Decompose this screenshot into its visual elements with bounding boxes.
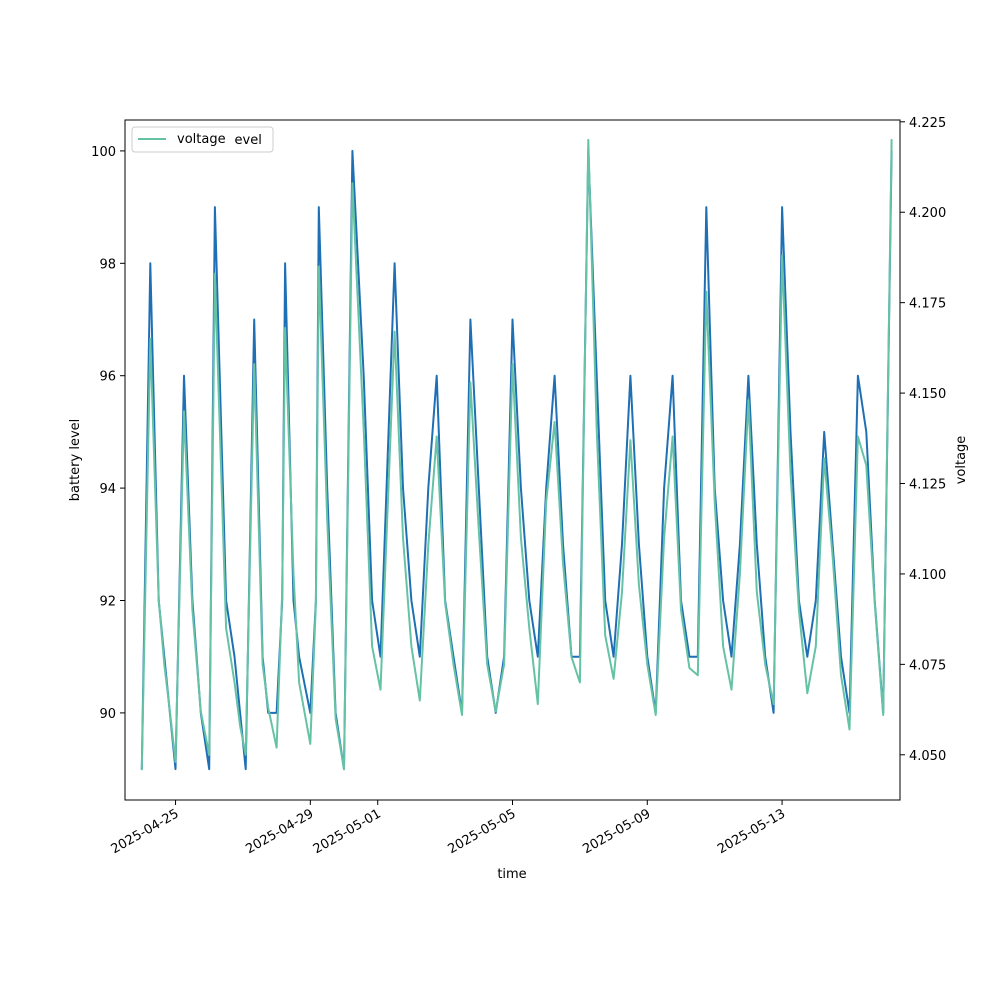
series-layer — [140, 138, 893, 771]
y-right-tick-label: 4.175 — [909, 297, 946, 312]
legend-overlap-cover — [174, 129, 235, 149]
y-left-tick-label: 94 — [99, 482, 116, 497]
y-left-tick-label: 100 — [91, 145, 116, 160]
y-axis-right-label: voltage — [954, 436, 969, 485]
y-right-tick-label: 4.225 — [909, 116, 946, 131]
y-left-tick-label: 90 — [99, 707, 116, 722]
y-right-tick-label: 4.100 — [909, 568, 946, 583]
y-right-tick-label: 4.200 — [909, 206, 946, 221]
y-axis-right: 4.050 4.075 4.100 4.125 4.150 4.175 4.200 4.225 — [900, 116, 946, 764]
y-right-tick-label: 4.150 — [909, 387, 946, 402]
y-right-tick-label: 4.050 — [909, 749, 946, 764]
y-right-tick-label: 4.125 — [909, 478, 946, 493]
y-axis-left: 90 92 94 96 98 100 — [91, 145, 125, 722]
y-left-tick-label: 92 — [99, 594, 116, 609]
legend: battery_level voltage — [131, 126, 274, 153]
y-right-tick-label: 4.075 — [909, 658, 946, 673]
y-left-tick-label: 96 — [99, 370, 116, 385]
y-axis-left-label: battery level — [68, 419, 83, 502]
x-axis-label: time — [497, 867, 526, 882]
y-left-tick-label: 98 — [99, 257, 116, 272]
legend-label-voltage: voltage — [177, 132, 226, 147]
series-line-voltage — [140, 138, 893, 771]
